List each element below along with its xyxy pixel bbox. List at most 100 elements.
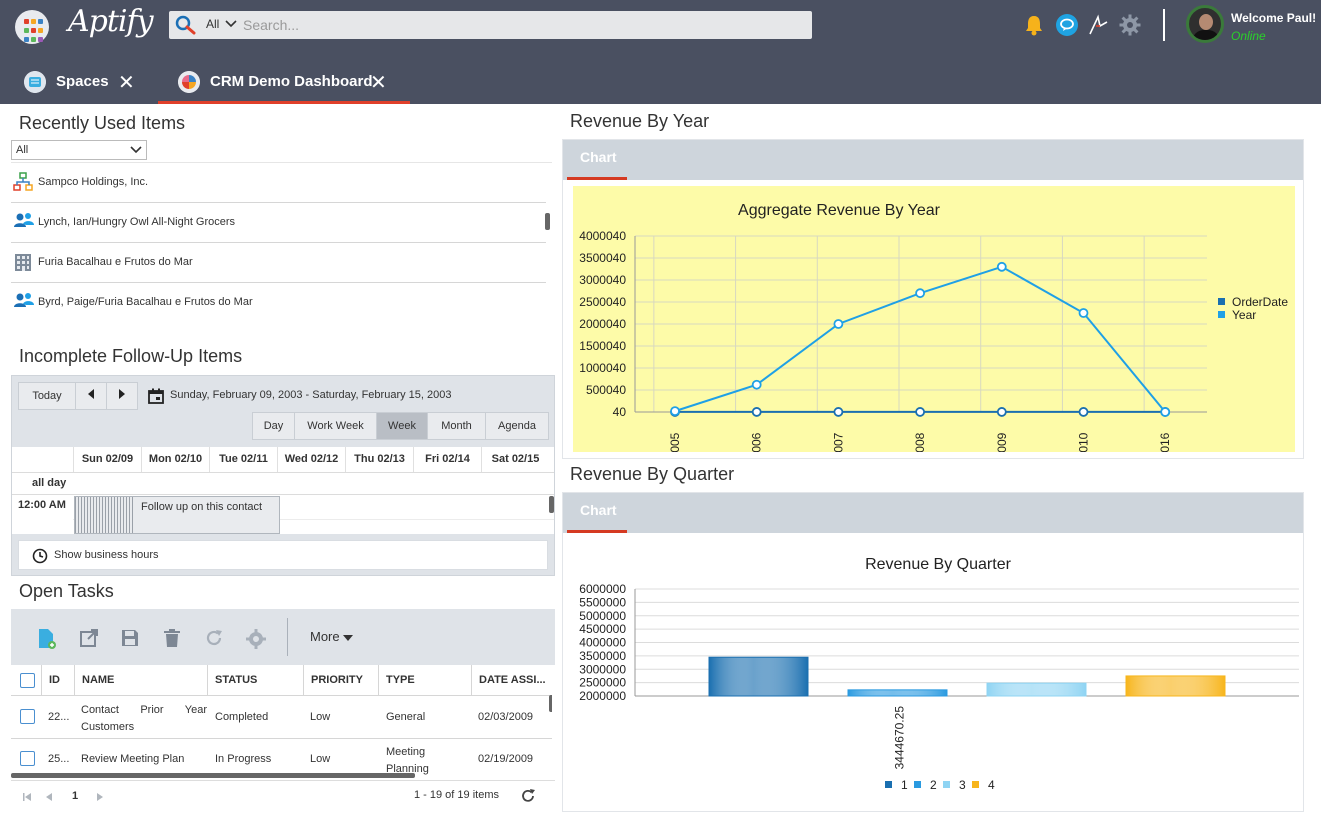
recent-items-title: Recently Used Items (19, 113, 186, 133)
legend-swatch (943, 781, 950, 788)
today-button[interactable]: Today (18, 382, 76, 410)
followup-title: Incomplete Follow-Up Items (19, 346, 243, 366)
caret-right-icon (119, 389, 125, 399)
more-menu[interactable]: More (310, 629, 354, 644)
prev-page-icon[interactable] (45, 792, 53, 802)
y-tick-label: 5500000 (579, 595, 626, 609)
avatar[interactable] (1186, 5, 1224, 43)
list-item[interactable]: Lynch, Ian/Hungry Owl All-Night Grocers (11, 203, 546, 243)
spaces-icon (24, 71, 46, 93)
data-point (670, 406, 680, 417)
list-item[interactable]: Byrd, Paige/Furia Bacalhau e Frutos do M… (11, 283, 546, 308)
list-item-label: Sampco Holdings, Inc. (38, 176, 149, 188)
select-all-checkbox[interactable] (20, 673, 35, 688)
horizontal-scrollbar[interactable] (11, 773, 415, 778)
aptify-mark-icon[interactable] (1087, 14, 1109, 36)
grid-line (12, 472, 554, 473)
legend-label: 4 (988, 778, 995, 792)
list-item[interactable]: Sampco Holdings, Inc. (11, 163, 546, 203)
next-page-icon[interactable] (96, 792, 104, 802)
apps-grid-icon[interactable] (15, 10, 49, 44)
top-bar: Aptify All (0, 0, 1321, 104)
scrollbar[interactable] (549, 496, 554, 513)
cell-date: 02/19/2009 (478, 753, 534, 765)
tab-chart-label: Chart (580, 502, 617, 518)
current-page[interactable]: 1 (72, 790, 79, 802)
search-filter-dropdown[interactable]: All (206, 17, 237, 31)
calendar-event[interactable]: Follow up on this contact (74, 496, 280, 534)
legend-swatch (1218, 311, 1225, 318)
revenue-year-panel: Chart Aggregate Revenue By Year 4000040 35… (562, 139, 1304, 459)
tab-chart[interactable]: Chart (563, 140, 1303, 180)
column-header[interactable]: ID (41, 665, 75, 695)
search-input[interactable] (243, 15, 803, 35)
y-tick-label: 2500000 (579, 676, 626, 690)
data-point (915, 288, 926, 299)
column-header[interactable]: TYPE (378, 665, 472, 695)
y-tick-label: 3000000 (579, 662, 626, 676)
aptify-logo[interactable]: Aptify (68, 4, 154, 39)
column-header[interactable]: PRIORITY (303, 665, 379, 695)
new-record-icon[interactable] (37, 628, 57, 650)
refresh-icon[interactable] (204, 628, 224, 648)
recent-filter-select[interactable]: All (11, 140, 147, 160)
column-header[interactable]: DATE ASSI... (471, 665, 552, 695)
x-tick-label: 2008 (913, 432, 927, 452)
column-header[interactable]: NAME (74, 665, 208, 695)
header-divider (1163, 9, 1165, 41)
delete-icon[interactable] (163, 628, 181, 648)
tasks-table: ID NAME STATUS PRIORITY TYPE DATE ASSI..… (11, 665, 552, 777)
close-icon[interactable]: ✕ (370, 72, 387, 94)
scrollbar[interactable] (545, 213, 550, 230)
column-header[interactable]: STATUS (207, 665, 304, 695)
row-checkbox[interactable] (20, 709, 35, 724)
clock-icon (32, 548, 48, 564)
save-icon[interactable] (120, 628, 140, 648)
tab-crm-demo-dashboard[interactable]: CRM Demo Dashboard ✕ (158, 62, 410, 104)
pager: 1 1 - 19 of 19 items (11, 780, 555, 812)
list-item[interactable]: Furia Bacalhau e Frutos do Mar (11, 243, 546, 283)
y-tick-label: 3500000 (579, 649, 626, 663)
refresh-icon[interactable] (520, 788, 536, 804)
view-week-button[interactable]: Week (376, 412, 428, 440)
cell-name: Review Meeting Plan (81, 753, 185, 765)
event-title: Follow up on this contact (141, 501, 263, 513)
row-checkbox[interactable] (20, 751, 35, 766)
chevron-down-icon (130, 146, 142, 154)
event-stripe (75, 497, 133, 533)
revenue-year-chart: Aggregate Revenue By Year 4000040 3500040 3… (573, 186, 1295, 452)
online-status: Online (1231, 29, 1266, 43)
first-page-icon[interactable] (22, 792, 32, 802)
y-tick-label: 5000000 (579, 609, 626, 623)
search-icon[interactable] (175, 15, 197, 35)
x-tick-label: 2016 (1158, 432, 1172, 452)
table-row[interactable]: 25... Review Meeting Plan In Progress Lo… (11, 740, 552, 777)
calendar-icon[interactable] (148, 388, 164, 404)
view-workweek-button[interactable]: Work Week (294, 412, 377, 440)
view-month-button[interactable]: Month (427, 412, 486, 440)
day-header: Fri 02/14 (413, 447, 481, 472)
business-hours-button[interactable]: Show business hours (18, 540, 548, 570)
day-header: Mon 02/10 (141, 447, 209, 472)
open-external-icon[interactable] (79, 628, 99, 648)
tab-spaces[interactable]: Spaces ✕ (24, 62, 144, 104)
gear-icon[interactable] (1119, 14, 1141, 36)
view-day-button[interactable]: Day (252, 412, 295, 440)
prev-button[interactable] (75, 382, 107, 410)
next-button[interactable] (106, 382, 138, 410)
x-tick-label: 2007 (831, 432, 845, 452)
view-agenda-button[interactable]: Agenda (485, 412, 549, 440)
data-point (833, 407, 844, 417)
settings-wrench-icon[interactable] (245, 628, 267, 650)
chevron-down-icon (225, 20, 237, 28)
close-icon[interactable]: ✕ (118, 72, 135, 94)
scrollbar[interactable] (549, 695, 552, 712)
table-row[interactable]: 22... Contact Prior Year Customers Compl… (11, 696, 552, 739)
y-tick-label: 500040 (586, 383, 626, 397)
welcome-text: Welcome Paul! (1231, 11, 1317, 25)
tab-chart[interactable]: Chart (563, 493, 1303, 533)
building-icon (15, 254, 31, 271)
bell-icon[interactable] (1024, 14, 1044, 36)
chart-title: Revenue By Quarter (865, 556, 1012, 573)
chat-icon[interactable] (1055, 13, 1079, 37)
